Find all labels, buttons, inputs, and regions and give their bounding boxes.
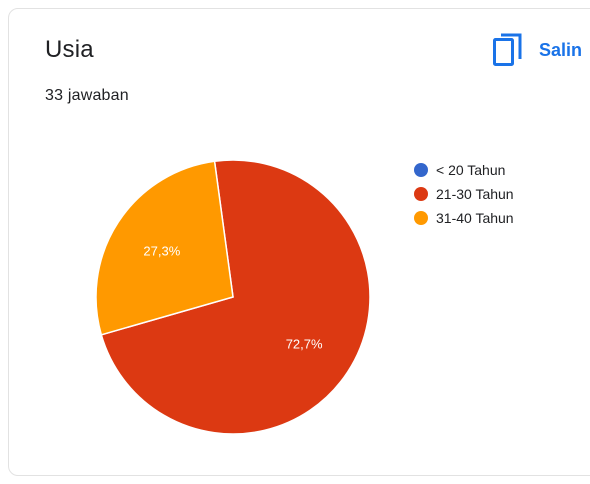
legend-swatch-0 bbox=[414, 163, 428, 177]
pie-slice-1[interactable] bbox=[100, 159, 371, 435]
legend-swatch-2 bbox=[414, 211, 428, 225]
pie-slice-label-1: 72,7% bbox=[286, 336, 323, 351]
legend-label-2: 31-40 Tahun bbox=[436, 210, 514, 226]
legend-swatch-1 bbox=[414, 187, 428, 201]
copy-icon bbox=[493, 33, 522, 66]
pie-slice-label-2: 27,3% bbox=[143, 244, 180, 259]
response-count: 33 jawaban bbox=[45, 87, 129, 104]
question-title: Usia bbox=[45, 36, 94, 63]
pie-slice-2[interactable] bbox=[95, 160, 234, 336]
copy-button[interactable]: Salin bbox=[493, 30, 582, 70]
chart-legend: < 20 Tahun 21-30 Tahun 31-40 Tahun bbox=[414, 158, 514, 230]
copy-button-label: Salin bbox=[539, 39, 583, 60]
legend-label-1: 21-30 Tahun bbox=[436, 186, 514, 202]
legend-item-0[interactable]: < 20 Tahun bbox=[414, 158, 514, 182]
legend-item-1[interactable]: 21-30 Tahun bbox=[414, 182, 514, 206]
legend-item-2[interactable]: 31-40 Tahun bbox=[414, 206, 514, 230]
legend-label-0: < 20 Tahun bbox=[436, 162, 506, 178]
